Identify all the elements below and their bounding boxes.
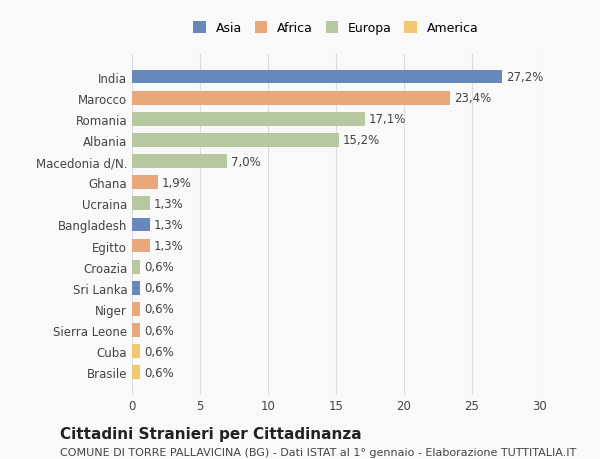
Text: 0,6%: 0,6% [144, 303, 174, 316]
Text: 1,9%: 1,9% [162, 176, 192, 189]
Text: 0,6%: 0,6% [144, 261, 174, 274]
Bar [132, 218, 149, 232]
Text: 15,2%: 15,2% [343, 134, 380, 147]
Text: 0,6%: 0,6% [144, 324, 174, 337]
Bar [132, 239, 149, 253]
Bar [132, 324, 140, 337]
Bar [132, 345, 140, 358]
Bar [132, 155, 227, 168]
Text: COMUNE DI TORRE PALLAVICINA (BG) - Dati ISTAT al 1° gennaio - Elaborazione TUTTI: COMUNE DI TORRE PALLAVICINA (BG) - Dati … [60, 447, 576, 457]
Text: 23,4%: 23,4% [454, 92, 491, 105]
Text: Cittadini Stranieri per Cittadinanza: Cittadini Stranieri per Cittadinanza [60, 425, 362, 441]
Text: 27,2%: 27,2% [506, 71, 544, 84]
Bar [132, 92, 450, 105]
Text: 1,3%: 1,3% [154, 197, 184, 210]
Bar [132, 112, 365, 126]
Bar [132, 260, 140, 274]
Bar [132, 197, 149, 211]
Bar [132, 302, 140, 316]
Bar [132, 281, 140, 295]
Bar [132, 176, 158, 190]
Text: 0,6%: 0,6% [144, 366, 174, 379]
Text: 17,1%: 17,1% [368, 113, 406, 126]
Bar [132, 134, 339, 147]
Text: 1,3%: 1,3% [154, 218, 184, 231]
Legend: Asia, Africa, Europa, America: Asia, Africa, Europa, America [188, 17, 484, 40]
Bar [132, 71, 502, 84]
Text: 0,6%: 0,6% [144, 282, 174, 295]
Text: 7,0%: 7,0% [231, 155, 261, 168]
Text: 1,3%: 1,3% [154, 240, 184, 252]
Text: 0,6%: 0,6% [144, 345, 174, 358]
Bar [132, 366, 140, 379]
